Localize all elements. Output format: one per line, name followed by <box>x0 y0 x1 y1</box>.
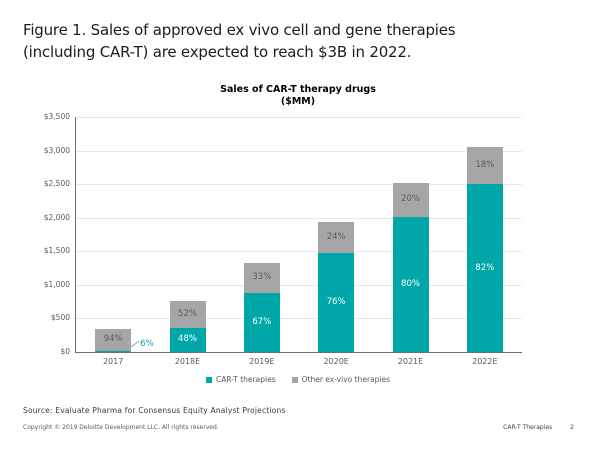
footer-right: CAR-T Therapies 2 <box>503 424 574 431</box>
page-number: 2 <box>570 424 574 431</box>
legend-marker <box>291 376 298 383</box>
y-tick-label: $0 <box>60 347 70 356</box>
x-tick-label: 2020E <box>323 357 349 366</box>
pct-label: 24% <box>326 231 346 242</box>
gridline <box>76 117 522 118</box>
bar-segment-cart-2022E: 82% <box>466 184 503 352</box>
pct-label: 48% <box>178 334 197 345</box>
gridline <box>76 217 522 219</box>
bar-segment-other-2021E: 20% <box>392 182 429 217</box>
legend-marker <box>205 376 212 383</box>
copyright-note: Copyright © 2019 Deloitte Development LL… <box>23 424 219 431</box>
slide-title-line-2: (including CAR-T) are expected to reach … <box>23 42 412 61</box>
source-note: Source: Evaluate Pharma for Consensus Eq… <box>23 406 286 415</box>
legend: CAR-T therapies Other ex-vivo therapies <box>75 375 521 384</box>
bar-segment-other-2019E: 33% <box>243 263 280 293</box>
slide-title: Figure 1. Sales of approved ex vivo cell… <box>23 20 583 63</box>
bar-segment-cart-2021E: 80% <box>392 216 429 352</box>
bar-segment-cart-2018E: 48% <box>169 327 206 352</box>
gridline <box>76 184 522 186</box>
bar-segment-other-2018E: 52% <box>169 300 206 328</box>
bar-chart-plot-area: $0 $500 $1,000 $1,500 $2,000 $2,500 $3,000 $3,5… <box>44 112 522 366</box>
x-tick-label: 2021E <box>397 357 424 366</box>
bar-segment-cart-2017 <box>95 350 132 352</box>
bar-segment-other-2017: 94% <box>95 329 132 351</box>
y-tick-label: $1,000 <box>43 279 70 289</box>
bar-segment-cart-2019E: 67% <box>243 292 280 352</box>
x-tick-label: 2022E <box>472 357 498 366</box>
y-tick-label: $2,500 <box>43 179 70 189</box>
x-tick-label: 2017 <box>102 357 124 366</box>
bar-segment-cart-2020E: 76% <box>318 252 355 352</box>
bar-segment-other-2022E: 18% <box>466 147 503 185</box>
pct-label: 67% <box>252 316 272 327</box>
pct-label: 76% <box>326 296 346 307</box>
pct-label: 52% <box>178 308 197 319</box>
chart-title: Sales of CAR-T therapy drugs <box>220 84 376 95</box>
pct-label-callout: 6% <box>140 339 154 349</box>
bar-segment-other-2020E: 24% <box>318 221 355 253</box>
gridline <box>76 150 522 152</box>
gridline <box>76 284 522 286</box>
slide-title-line-1: Figure 1. Sales of approved ex vivo cell… <box>23 21 456 39</box>
chart-subtitle: ($MM) <box>280 96 316 107</box>
legend-item: CAR-T therapies <box>205 375 276 384</box>
pct-label: 18% <box>475 160 495 171</box>
pct-label: 82% <box>475 262 495 273</box>
footer-label: CAR-T Therapies <box>503 424 553 431</box>
legend-label: CAR-T therapies <box>215 375 276 384</box>
y-tick-label: $1,500 <box>43 246 70 256</box>
y-tick-label: $500 <box>50 313 70 323</box>
gridline <box>76 251 522 253</box>
y-tick-label: $3,000 <box>43 145 70 155</box>
pct-label: 94% <box>103 334 123 345</box>
gridline <box>76 318 522 320</box>
pct-label: 20% <box>401 194 420 205</box>
legend-item: Other ex-vivo therapies <box>291 375 391 384</box>
pct-label: 33% <box>252 272 272 283</box>
pct-label: 80% <box>401 278 420 289</box>
y-tick-label: $2,000 <box>43 212 70 222</box>
x-tick-label: 2019E <box>249 357 275 366</box>
x-tick-label: 2018E <box>174 357 201 366</box>
legend-label: Other ex-vivo therapies <box>301 375 391 384</box>
y-tick-label: $3,500 <box>43 112 70 121</box>
